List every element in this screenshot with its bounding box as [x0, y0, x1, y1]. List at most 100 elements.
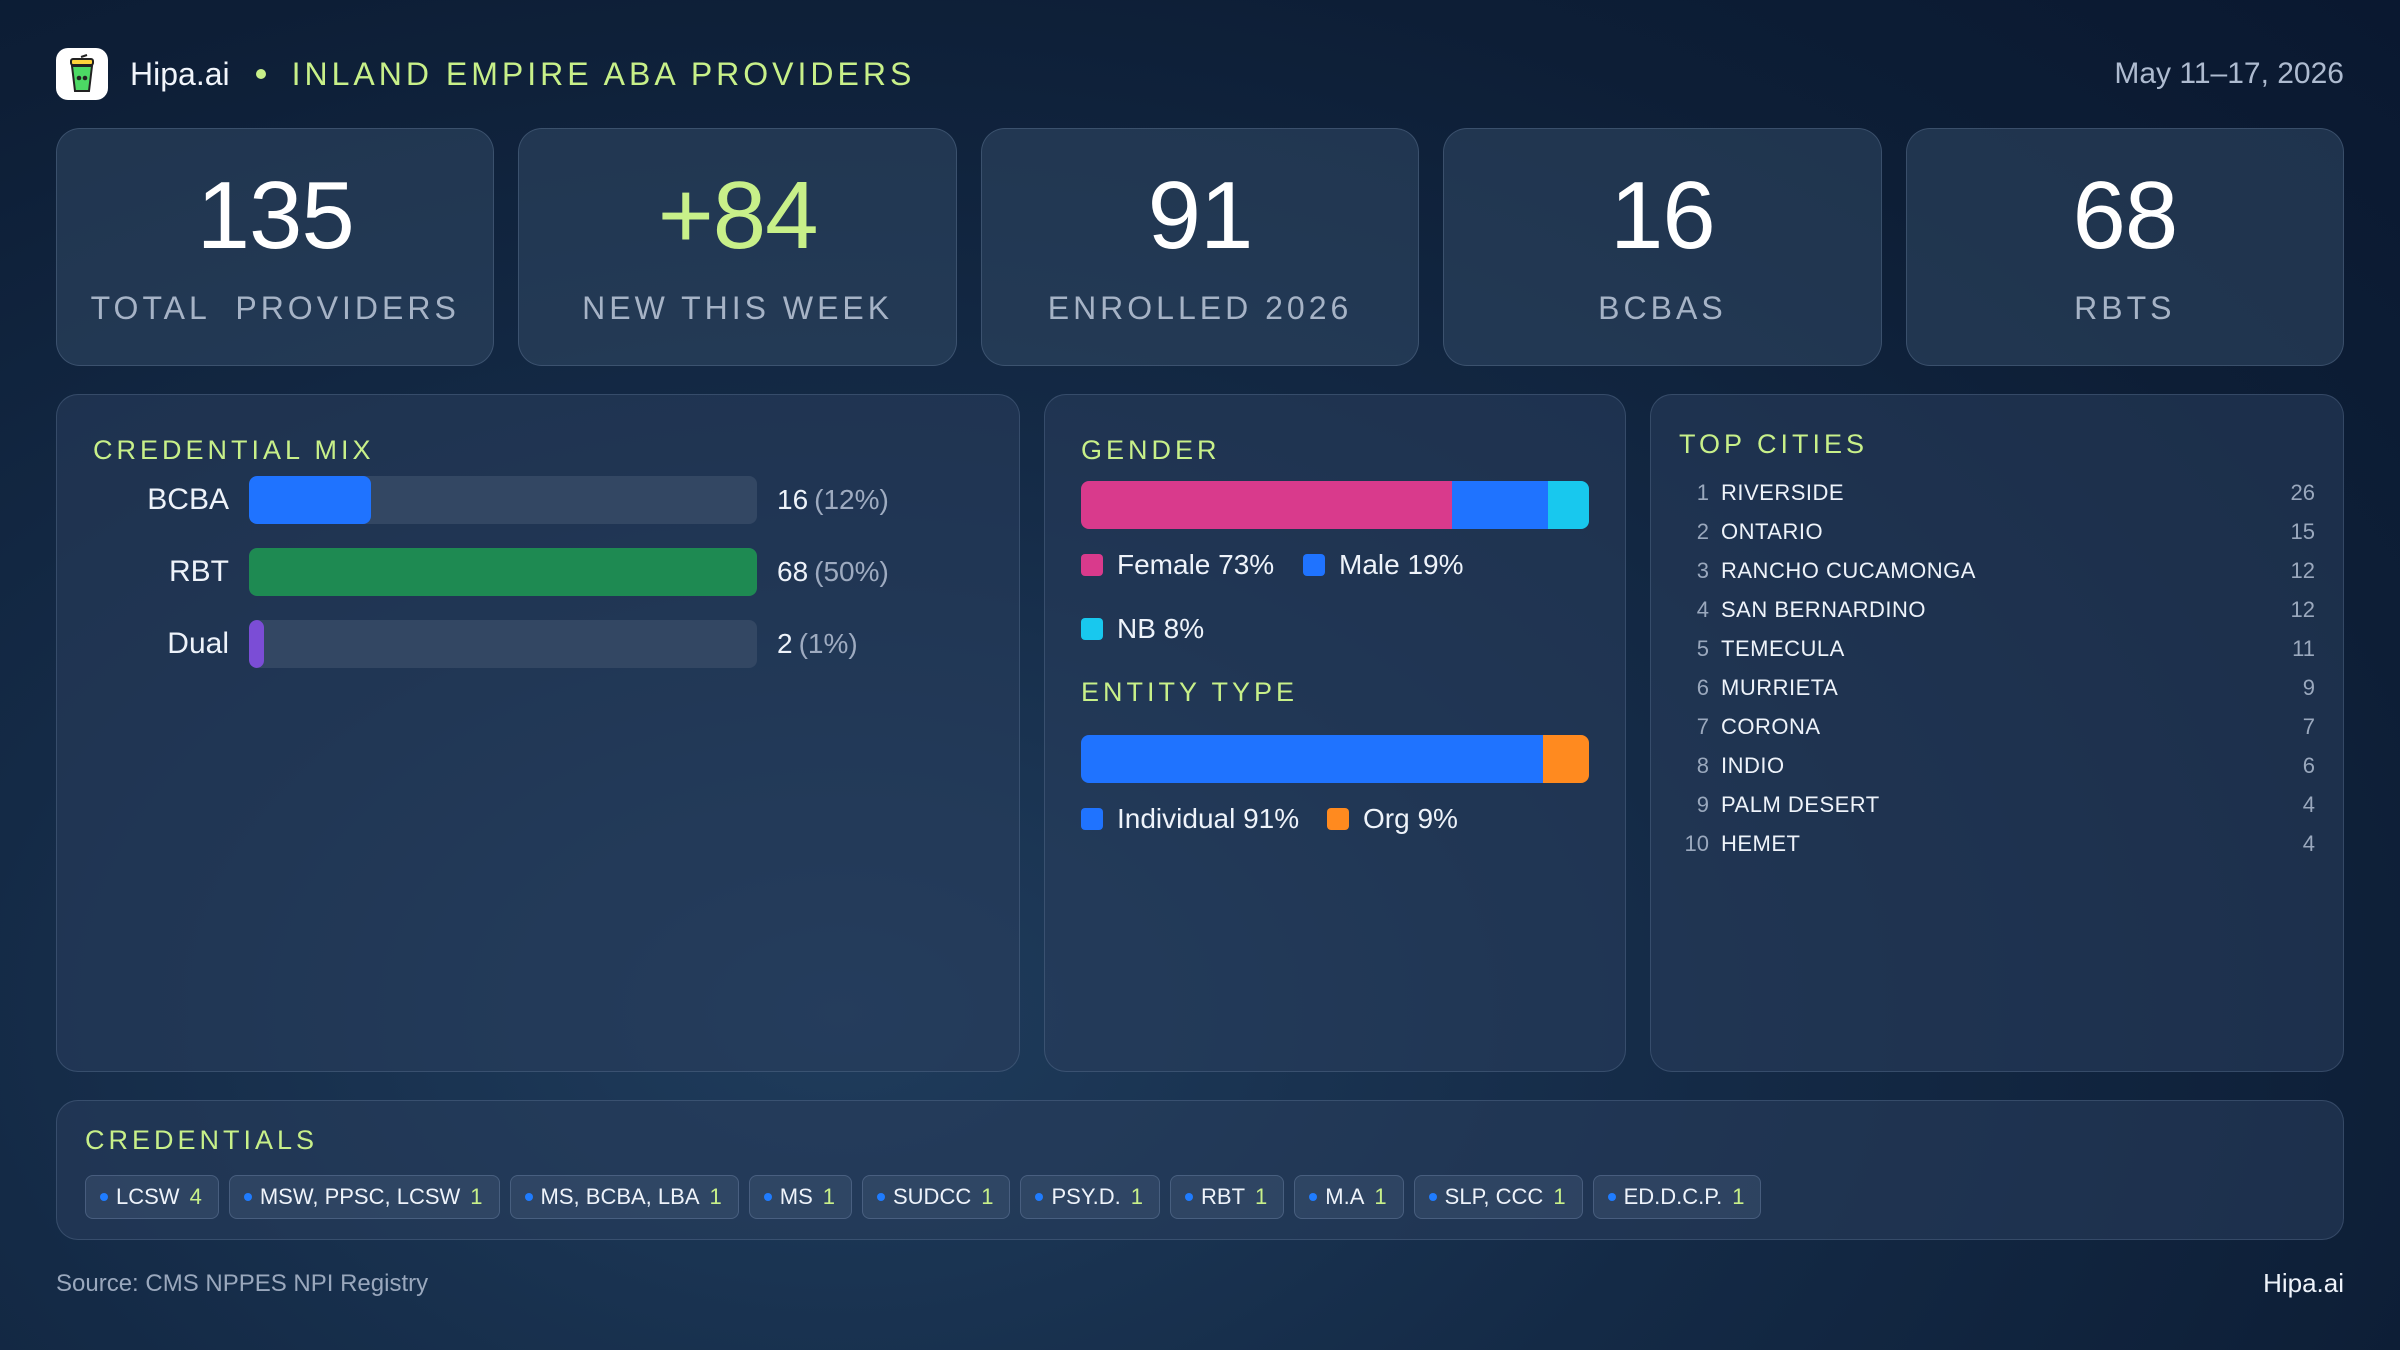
- credential-chip: MSW, PPSC, LCSW 1: [228, 1175, 500, 1219]
- city-name: HEMET: [1721, 830, 1801, 856]
- kpi-value: 16: [1610, 161, 1716, 269]
- city-row: 10 HEMET 4: [1679, 824, 2315, 863]
- credential-chip: ED.D.C.P. 1: [1592, 1175, 1762, 1219]
- stack-segment: [1081, 481, 1452, 529]
- legend-swatch: [1081, 618, 1103, 640]
- city-count: 12: [2290, 557, 2315, 583]
- city-name: INDIO: [1721, 752, 1785, 778]
- city-row: 6 MURRIETA 9: [1679, 668, 2315, 707]
- city-count: 11: [2292, 635, 2315, 661]
- cup-icon: [70, 54, 94, 92]
- legend-male: Male 19%: [1303, 549, 1464, 581]
- bar-value: 16 (12%): [777, 484, 889, 515]
- gender-panel: GENDER Female 73% Male 19% NB 8% ENTITY …: [1044, 394, 1626, 1072]
- logo: [56, 48, 108, 100]
- chip-dot-icon: [1309, 1193, 1318, 1201]
- date-range: May 11–17, 2026: [2114, 57, 2344, 90]
- city-row: 3 RANCHO CUCAMONGA 12: [1679, 551, 2315, 590]
- credential-chip: MS 1: [748, 1175, 852, 1219]
- kpi-label: RBTS: [2074, 289, 2176, 326]
- credential-chip: MS, BCBA, LBA 1: [509, 1175, 739, 1219]
- city-row: 5 TEMECULA 11: [1679, 629, 2315, 668]
- city-name: SAN BERNARDINO: [1721, 596, 1927, 622]
- credential-chip: LCSW 4: [85, 1175, 219, 1219]
- chip-label: M.A: [1325, 1184, 1365, 1209]
- kpi-value: 135: [196, 161, 355, 269]
- legend-swatch: [1081, 554, 1103, 576]
- legend-nb: NB 8%: [1081, 613, 1204, 645]
- credential-mix-row: RBT 68 (50%): [57, 547, 1019, 597]
- city-list: 1 RIVERSIDE 26 2 ONTARIO 15 3 RANCHO CUCAMONGA 1…: [1679, 473, 2315, 863]
- city-name: TEMECULA: [1721, 635, 1845, 661]
- panel-title: ENTITY TYPE: [1081, 677, 1299, 707]
- entity-type-stacked-bar: [1081, 735, 1589, 783]
- city-row: 8 INDIO 6: [1679, 746, 2315, 785]
- legend-individual: Individual 91%: [1081, 803, 1299, 835]
- city-count: 12: [2290, 596, 2315, 622]
- stack-segment: [1081, 735, 1544, 783]
- chip-dot-icon: [877, 1193, 885, 1201]
- panel-title: GENDER: [1081, 435, 1221, 465]
- kpi-value: 68: [2072, 161, 2178, 269]
- legend-female: Female 73%: [1081, 549, 1274, 581]
- city-name: ONTARIO: [1721, 518, 1824, 544]
- city-count: 7: [2302, 713, 2315, 739]
- credentials-panel: CREDENTIALS LCSW 4 MSW, PPSC, LCSW 1 MS, BCB…: [56, 1100, 2344, 1240]
- city-rank: 7: [1696, 713, 1709, 739]
- stack-segment: [1543, 735, 1589, 783]
- credential-chip: SLP, CCC 1: [1413, 1175, 1583, 1219]
- dashboard-title: INLAND EMPIRE ABA PROVIDERS: [291, 55, 916, 92]
- stack-segment: [1548, 481, 1589, 529]
- chip-label: MSW, PPSC, LCSW: [259, 1184, 461, 1209]
- chip-dot-icon: [100, 1193, 108, 1201]
- chip-count: 1: [1374, 1184, 1387, 1209]
- chip-label: LCSW: [116, 1184, 180, 1209]
- chip-label: ED.D.C.P.: [1623, 1184, 1723, 1209]
- panel-title: CREDENTIALS: [85, 1125, 319, 1155]
- chip-count: 1: [1130, 1184, 1144, 1209]
- city-count: 9: [2302, 674, 2315, 700]
- brand-name: Hipa.ai: [130, 55, 230, 92]
- credential-mix-panel: CREDENTIAL MIX BCBA 16 (12%) RBT 68 (50%) …: [56, 394, 1020, 1072]
- credential-chip: SUDCC 1: [862, 1175, 1011, 1219]
- chip-dot-icon: [763, 1193, 772, 1201]
- city-rank: 9: [1696, 791, 1709, 817]
- chip-label: SLP, CCC: [1444, 1184, 1544, 1209]
- top-cities-panel: TOP CITIES 1 RIVERSIDE 26 2 ONTARIO 15 3 RANCHO…: [1650, 394, 2344, 1072]
- chip-count: 1: [1255, 1184, 1268, 1209]
- chip-dot-icon: [1607, 1193, 1616, 1201]
- city-rank: 3: [1696, 557, 1709, 583]
- city-count: 4: [2302, 791, 2315, 817]
- chip-count: 1: [822, 1184, 835, 1209]
- chip-label: MS: [779, 1184, 813, 1209]
- kpi-card-total-providers: 135 TOTAL PROVIDERS: [56, 128, 495, 366]
- header: Hipa.ai INLAND EMPIRE ABA PROVIDERS May …: [56, 46, 2344, 102]
- bar-track: [249, 548, 757, 596]
- city-count: 15: [2290, 518, 2315, 544]
- kpi-card-rbts: 68 RBTS: [1905, 128, 2345, 366]
- chip-dot-icon: [243, 1193, 252, 1201]
- legend-swatch: [1081, 808, 1103, 830]
- credential-chip: M.A 1: [1294, 1175, 1404, 1219]
- chip-label: PSY.D.: [1051, 1184, 1121, 1209]
- city-row: 2 ONTARIO 15: [1679, 512, 2315, 551]
- city-row: 9 PALM DESERT 4: [1679, 785, 2315, 824]
- chip-dot-icon: [1035, 1193, 1044, 1201]
- city-count: 6: [2302, 752, 2315, 778]
- city-row: 4 SAN BERNARDINO 12: [1679, 590, 2315, 629]
- city-rank: 4: [1696, 596, 1709, 622]
- bar-track: [249, 476, 757, 524]
- city-row: 7 CORONA 7: [1679, 707, 2315, 746]
- bar-label: Dual: [167, 627, 229, 660]
- bar-label: RBT: [169, 555, 229, 588]
- kpi-value: 91: [1147, 161, 1254, 269]
- credential-chip: PSY.D. 1: [1020, 1175, 1161, 1219]
- credential-mix-row: Dual 2 (1%): [57, 619, 1019, 669]
- chip-count: 1: [981, 1184, 994, 1209]
- credential-chip: RBT 1: [1170, 1175, 1285, 1219]
- city-count: 4: [2302, 830, 2315, 856]
- chip-count: 4: [189, 1184, 202, 1209]
- legend-swatch: [1327, 808, 1349, 830]
- kpi-card-bcbas: 16 BCBAS: [1443, 128, 1882, 366]
- city-rank: 2: [1696, 518, 1709, 544]
